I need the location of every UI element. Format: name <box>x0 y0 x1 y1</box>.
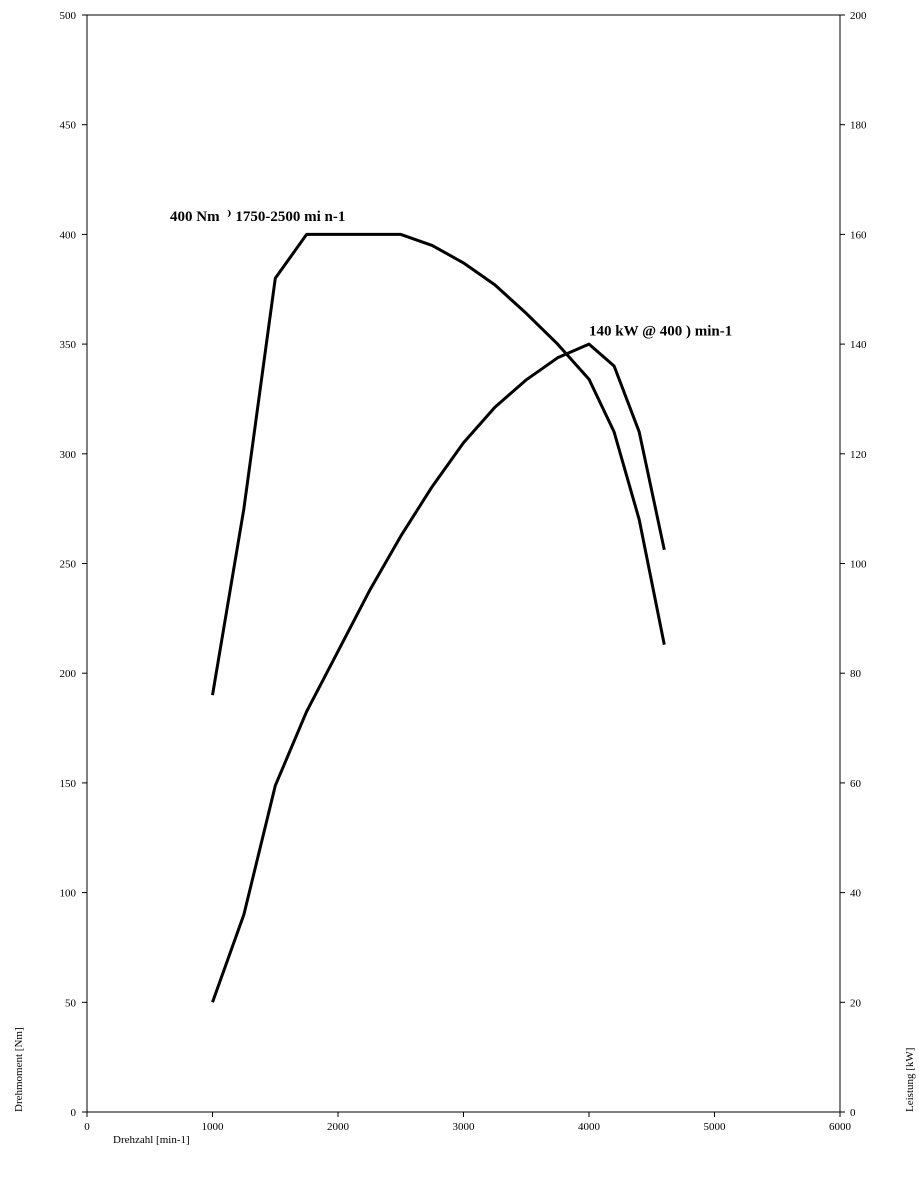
left-tick-label: 400 <box>60 229 77 241</box>
right-tick-label: 160 <box>850 229 867 241</box>
x-tick-label: 1000 <box>202 1121 225 1133</box>
right-axis-ticks: 0 20 40 60 80 100 120 140 160 180 200 <box>840 10 867 1119</box>
right-tick-label: 120 <box>850 449 867 461</box>
right-tick-label: 100 <box>850 559 867 571</box>
left-tick-label: 150 <box>60 778 77 790</box>
x-axis-label: Drehzahl [min-1] <box>113 1134 190 1146</box>
right-tick-label: 20 <box>850 997 862 1009</box>
x-tick-label: 0 <box>84 1121 90 1133</box>
x-tick-label: 6000 <box>829 1121 852 1133</box>
left-tick-label: 300 <box>60 449 77 461</box>
series-group <box>211 232 666 1003</box>
torque-curve <box>211 232 666 696</box>
left-axis-label: Drehmoment [Nm] <box>13 1027 25 1112</box>
plot-frame <box>86 14 841 1113</box>
right-tick-label: 140 <box>850 339 867 351</box>
left-tick-label: 250 <box>60 559 77 571</box>
x-tick-label: 4000 <box>578 1121 601 1133</box>
torque-annotation: 400 Nm ⁾ 1750-2500 mi n-1 <box>170 209 345 225</box>
left-tick-label: 50 <box>65 997 77 1009</box>
x-axis-ticks: 0 1000 2000 3000 4000 5000 6000 <box>84 1112 852 1133</box>
left-tick-label: 200 <box>60 668 77 680</box>
annotations-group: 400 Nm ⁾ 1750-2500 mi n-1 140 kW @ 400 ) … <box>170 209 732 339</box>
left-tick-label: 500 <box>60 10 77 22</box>
x-tick-label: 5000 <box>704 1121 727 1133</box>
right-tick-label: 60 <box>850 778 862 790</box>
left-tick-label: 100 <box>60 888 77 900</box>
left-tick-label: 350 <box>60 339 77 351</box>
power-annotation: 140 kW @ 400 ) min-1 <box>589 323 732 339</box>
right-tick-label: 0 <box>850 1107 856 1119</box>
right-axis-label: Leistung [kW] <box>904 1048 916 1112</box>
x-tick-label: 2000 <box>327 1121 350 1133</box>
left-axis-ticks: 0 50 100 150 200 250 300 350 400 450 500 <box>60 10 87 1119</box>
right-tick-label: 180 <box>850 120 867 132</box>
left-tick-label: 0 <box>71 1107 77 1119</box>
x-tick-label: 3000 <box>453 1121 476 1133</box>
right-tick-label: 200 <box>850 10 867 22</box>
right-tick-label: 40 <box>850 888 862 900</box>
right-tick-label: 80 <box>850 668 862 680</box>
power-curve <box>211 342 666 1003</box>
left-tick-label: 450 <box>60 120 77 132</box>
